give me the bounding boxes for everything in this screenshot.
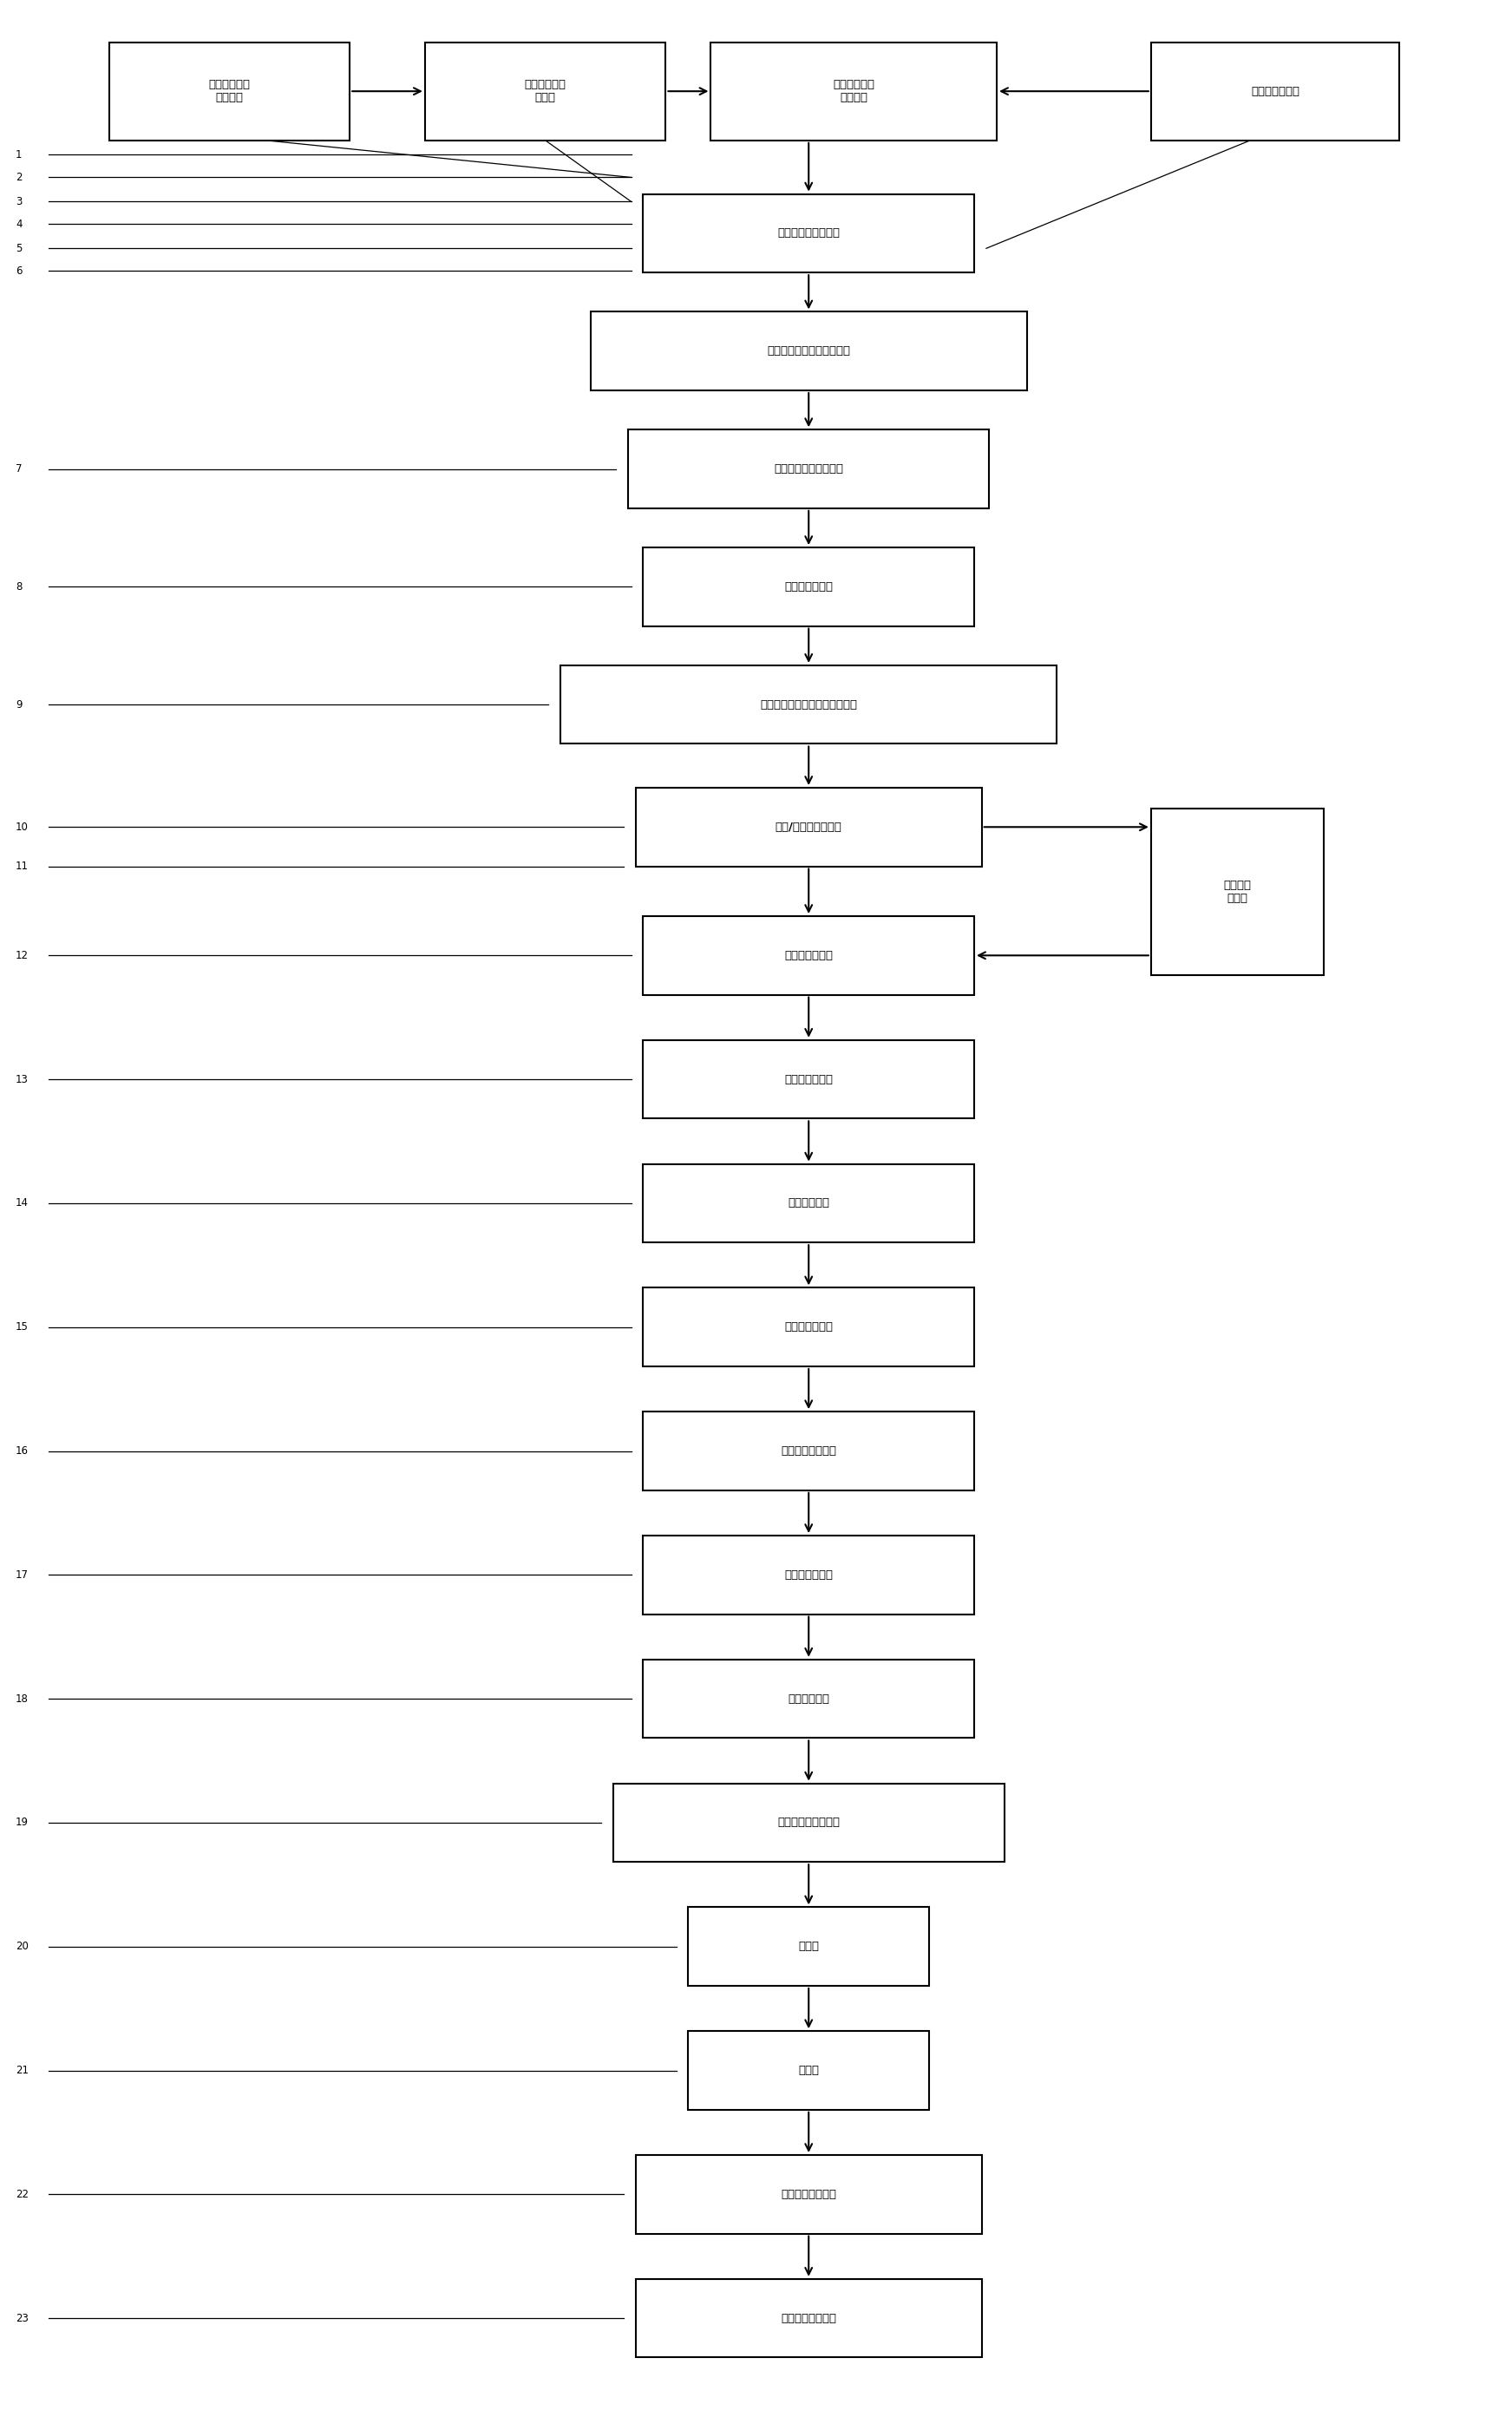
Text: 基板正压贴合机: 基板正压贴合机 <box>785 950 833 962</box>
Text: 7: 7 <box>15 464 23 474</box>
FancyBboxPatch shape <box>643 916 974 996</box>
Text: 12: 12 <box>15 950 29 962</box>
FancyBboxPatch shape <box>643 1039 974 1119</box>
FancyBboxPatch shape <box>643 1165 974 1242</box>
Text: 硫晶圆上料机架: 硫晶圆上料机架 <box>1250 85 1299 97</box>
Text: 紫外胶封口曝光机: 紫外胶封口曝光机 <box>780 2313 836 2323</box>
Text: 17: 17 <box>15 1569 29 1581</box>
Text: 聚酰亚胺紖膜无尘烘筱: 聚酰亚胺紖膜无尘烘筱 <box>774 464 844 474</box>
Text: 20: 20 <box>15 1941 29 1953</box>
Text: 聚酰亚胺预烘烤热板传输线: 聚酰亚胺预烘烤热板传输线 <box>767 346 850 358</box>
Text: 聚酰亚胺摩擦后干法超声清洗机: 聚酰亚胺摩擦后干法超声清洗机 <box>761 699 857 711</box>
Text: 3: 3 <box>15 196 23 208</box>
Text: 19: 19 <box>15 1818 29 1827</box>
Text: 14: 14 <box>15 1196 29 1208</box>
Text: 紫外框胶曝光机: 紫外框胶曝光机 <box>785 1073 833 1085</box>
Text: 23: 23 <box>15 2313 29 2323</box>
FancyBboxPatch shape <box>425 41 665 140</box>
FancyBboxPatch shape <box>643 1535 974 1615</box>
Text: 激光切割标识机: 激光切割标识机 <box>785 1569 833 1581</box>
Text: 21: 21 <box>15 2064 29 2076</box>
Text: 紫外胶封口滴胶机: 紫外胶封口滴胶机 <box>780 2190 836 2199</box>
Text: 框胶紖膜烘筱: 框胶紖膜烘筱 <box>788 1196 830 1208</box>
Text: 聚酰亚胺涂覆
前清洗机: 聚酰亚胺涂覆 前清洗机 <box>833 80 874 104</box>
FancyBboxPatch shape <box>643 193 974 273</box>
Text: 聚酰亚胺凸版印刷机: 聚酰亚胺凸版印刷机 <box>777 227 839 239</box>
Text: 22: 22 <box>15 2190 29 2199</box>
FancyBboxPatch shape <box>109 41 349 140</box>
FancyBboxPatch shape <box>643 1660 974 1738</box>
Text: 玻璃/硫晶圆分流系统: 玻璃/硫晶圆分流系统 <box>776 822 842 831</box>
Text: 硫晶圆切割机: 硫晶圆切割机 <box>788 1694 830 1704</box>
FancyBboxPatch shape <box>635 2279 981 2357</box>
FancyBboxPatch shape <box>643 1412 974 1491</box>
Text: 18: 18 <box>15 1694 29 1704</box>
FancyBboxPatch shape <box>643 549 974 626</box>
Text: 裂片机: 裂片机 <box>798 1941 820 1953</box>
FancyBboxPatch shape <box>688 2030 928 2110</box>
FancyBboxPatch shape <box>688 1907 928 1987</box>
FancyBboxPatch shape <box>561 665 1057 744</box>
Text: 紫外密封胶曝光机: 紫外密封胶曝光机 <box>780 1445 836 1457</box>
Text: 10: 10 <box>15 822 29 831</box>
Text: 8: 8 <box>15 580 23 592</box>
Text: 灌晶机: 灌晶机 <box>798 2064 820 2076</box>
Text: 聚酰亚胺摩擦机: 聚酰亚胺摩擦机 <box>785 580 833 592</box>
Text: 6: 6 <box>15 266 23 276</box>
Text: 1: 1 <box>15 150 23 160</box>
Text: 基板密封滴胶机: 基板密封滴胶机 <box>785 1322 833 1332</box>
Text: 紫外框胶
滴胶机: 紫外框胶 滴胶机 <box>1223 880 1252 904</box>
FancyBboxPatch shape <box>612 1784 1004 1861</box>
FancyBboxPatch shape <box>627 430 989 508</box>
Text: 4: 4 <box>15 218 23 230</box>
Text: 氧化铟锡玻璃
清洗机: 氧化铟锡玻璃 清洗机 <box>525 80 565 104</box>
Text: 9: 9 <box>15 699 23 711</box>
Text: 13: 13 <box>15 1073 29 1085</box>
FancyBboxPatch shape <box>1151 810 1325 974</box>
Text: 氧化铟锡玻璃划片机: 氧化铟锡玻璃划片机 <box>777 1818 839 1827</box>
Text: 2: 2 <box>15 172 23 184</box>
Text: 11: 11 <box>15 860 29 873</box>
Text: 氧化铟锡玻璃
上料机架: 氧化铟锡玻璃 上料机架 <box>209 80 249 104</box>
FancyBboxPatch shape <box>635 788 981 865</box>
Text: 5: 5 <box>15 242 23 254</box>
FancyBboxPatch shape <box>643 1288 974 1366</box>
FancyBboxPatch shape <box>711 41 996 140</box>
Text: 15: 15 <box>15 1322 29 1332</box>
FancyBboxPatch shape <box>1151 41 1399 140</box>
FancyBboxPatch shape <box>635 2156 981 2233</box>
FancyBboxPatch shape <box>591 312 1027 392</box>
Text: 16: 16 <box>15 1445 29 1457</box>
